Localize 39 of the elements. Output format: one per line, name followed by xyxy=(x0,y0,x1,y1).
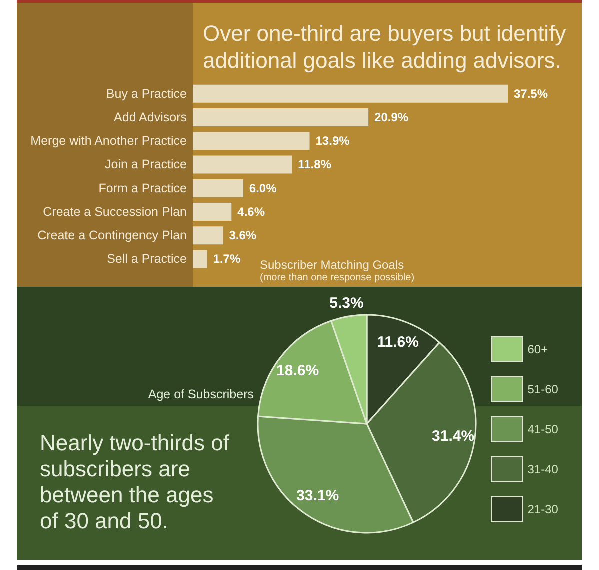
bar xyxy=(193,156,292,174)
legend-label: 41-50 xyxy=(528,422,559,436)
legend-label: 60+ xyxy=(528,342,548,356)
text: (more than one response possible) xyxy=(260,272,415,284)
bar xyxy=(193,108,369,126)
data-label: 4.6% xyxy=(238,204,266,219)
data-label: 11.8% xyxy=(298,158,332,172)
text: Subscriber Matching Goals xyxy=(260,258,404,272)
bar xyxy=(193,84,508,103)
data-label: 5.3% xyxy=(330,295,364,312)
bar xyxy=(193,132,310,150)
legend-label: 51-60 xyxy=(528,382,559,396)
data-label: 20.9% xyxy=(374,110,409,124)
text: Nearly two-thirds of subscribers are between the ages of 30 and 50. xyxy=(40,430,236,534)
chart-title: Over one-third are buyers but identify additional goals like adding advisors. xyxy=(203,21,572,73)
data-label: 37.5% xyxy=(514,86,548,101)
data-label: 18.6% xyxy=(276,362,320,380)
bar xyxy=(193,179,244,198)
y-tick-label: Sell a Practice xyxy=(107,252,188,266)
bar xyxy=(193,226,224,245)
data-label: 6.0% xyxy=(249,181,278,196)
data-label: 1.7% xyxy=(213,252,241,266)
data-label: 11.6% xyxy=(377,334,419,352)
data-label: 3.6% xyxy=(229,228,257,243)
bar xyxy=(193,202,232,221)
y-tick-label: Merge with Another Practice xyxy=(30,134,188,148)
bar xyxy=(193,250,208,268)
data-label: 33.1% xyxy=(296,487,340,504)
data-label: 13.9% xyxy=(316,134,350,148)
data-label: 31.4% xyxy=(432,428,475,446)
y-tick-label: Create a Contingency Plan xyxy=(38,228,188,243)
legend-label: 21-30 xyxy=(528,502,559,516)
y-tick-label: Join a Practice xyxy=(105,158,188,172)
y-tick-label: Add Advisors xyxy=(114,110,187,124)
y-tick-label: Buy a Practice xyxy=(106,86,188,101)
y-tick-label: Form a Practice xyxy=(98,181,188,196)
y-tick-label: Create a Succession Plan xyxy=(43,204,188,219)
legend-label: 31-40 xyxy=(528,462,559,476)
text: Age of Subscribers xyxy=(148,388,254,402)
